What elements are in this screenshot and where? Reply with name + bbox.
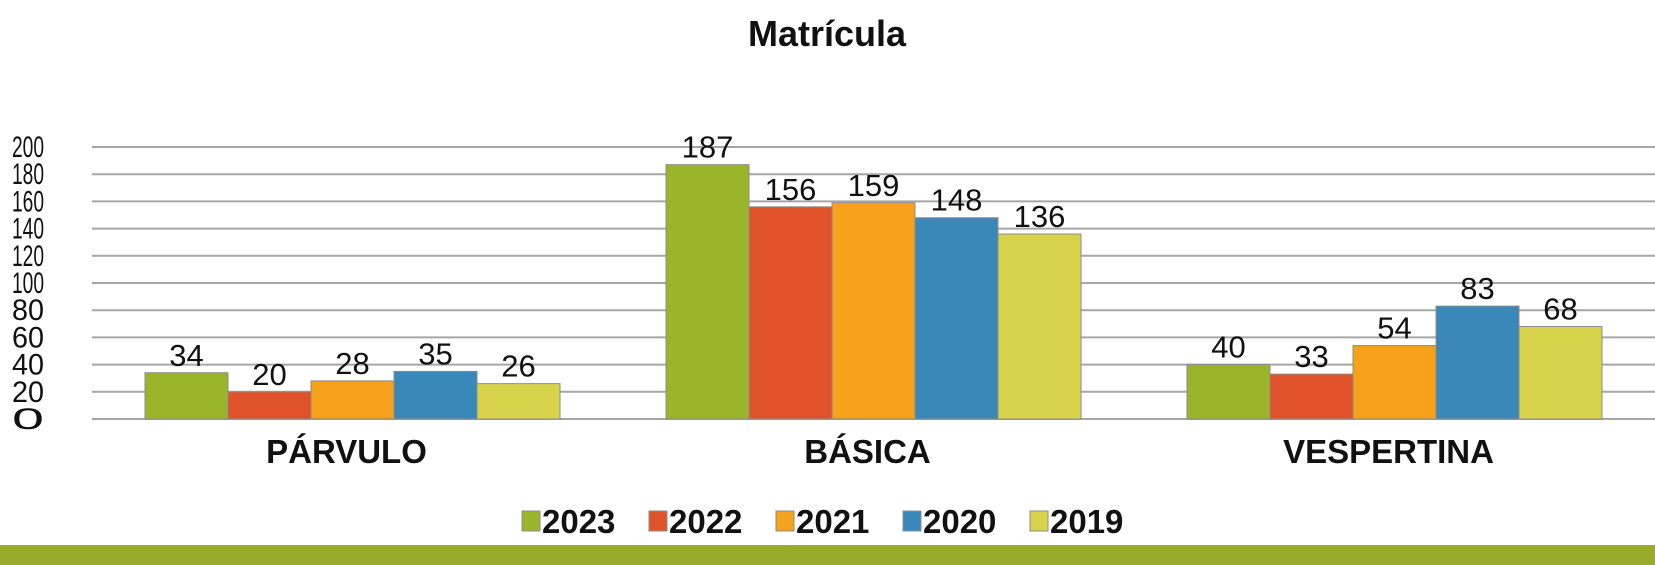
data-label: 54: [1377, 311, 1411, 346]
data-label: 136: [1014, 199, 1066, 234]
y-tick-label: 100: [12, 267, 44, 300]
data-label: 156: [765, 172, 817, 207]
data-labels: 34 20 28 35 26 187 156 159 148 136 40 33 54 83 68: [169, 130, 1577, 392]
category-label: PÁRVULO: [266, 433, 427, 470]
bar-2023-1: [665, 164, 750, 420]
chart-title: Matrícula: [748, 13, 907, 54]
data-label: 20: [252, 357, 286, 392]
y-tick-label: 80: [12, 294, 44, 327]
bar-2019-1: [997, 233, 1082, 420]
legend-label: 2021: [796, 503, 869, 540]
data-label: 34: [169, 338, 203, 373]
y-tick-label: 120: [12, 240, 44, 273]
bar-2019-2: [1518, 326, 1603, 420]
data-label: 35: [418, 336, 452, 371]
y-tick-label: 40: [12, 349, 44, 382]
bar-2022-1: [748, 206, 833, 420]
y-tick-label: 200: [12, 131, 44, 164]
y-tick-label: 60: [12, 321, 44, 354]
category-label: VESPERTINA: [1283, 433, 1494, 470]
bar-2021-1: [831, 202, 916, 420]
bar-2020-0: [393, 370, 478, 420]
y-tick-label: 0: [12, 403, 44, 436]
legend-swatch: [648, 510, 668, 532]
bar-2020-1: [914, 217, 999, 420]
bar-2023-0: [144, 372, 229, 420]
bars: [144, 164, 1603, 420]
legend-label: 2023: [542, 503, 615, 540]
bottom-accent-band: [0, 545, 1655, 565]
legend-label: 2022: [669, 503, 742, 540]
legend-swatch: [1029, 510, 1049, 532]
category-label: BÁSICA: [804, 433, 931, 470]
data-label: 187: [682, 130, 734, 165]
y-tick-label: 180: [12, 158, 44, 191]
bar-2022-0: [227, 391, 312, 420]
bar-2020-2: [1435, 305, 1520, 420]
x-axis-categories: PÁRVULO BÁSICA VESPERTINA: [266, 433, 1494, 470]
data-label: 68: [1543, 292, 1577, 327]
data-label: 40: [1211, 330, 1245, 365]
bar-2019-0: [476, 383, 561, 420]
legend-swatch: [521, 510, 541, 532]
bar-2021-2: [1352, 345, 1437, 420]
data-label: 159: [848, 168, 900, 203]
data-label: 83: [1460, 271, 1494, 306]
y-tick-label: 140: [12, 213, 44, 246]
data-label: 28: [335, 346, 369, 381]
bar-2022-2: [1269, 373, 1354, 420]
y-tick-label: 20: [12, 376, 44, 409]
legend-label: 2019: [1050, 503, 1123, 540]
data-label: 148: [931, 183, 983, 218]
legend-swatch: [902, 510, 922, 532]
data-label: 26: [501, 349, 535, 384]
legend-label: 2020: [923, 503, 996, 540]
legend-swatch: [775, 510, 795, 532]
bar-2023-2: [1186, 364, 1271, 420]
bar-2021-0: [310, 380, 395, 420]
legend: 2023 2022 2021 2020 2019: [521, 503, 1123, 540]
data-label: 33: [1294, 339, 1328, 374]
y-tick-label: 160: [12, 185, 44, 218]
